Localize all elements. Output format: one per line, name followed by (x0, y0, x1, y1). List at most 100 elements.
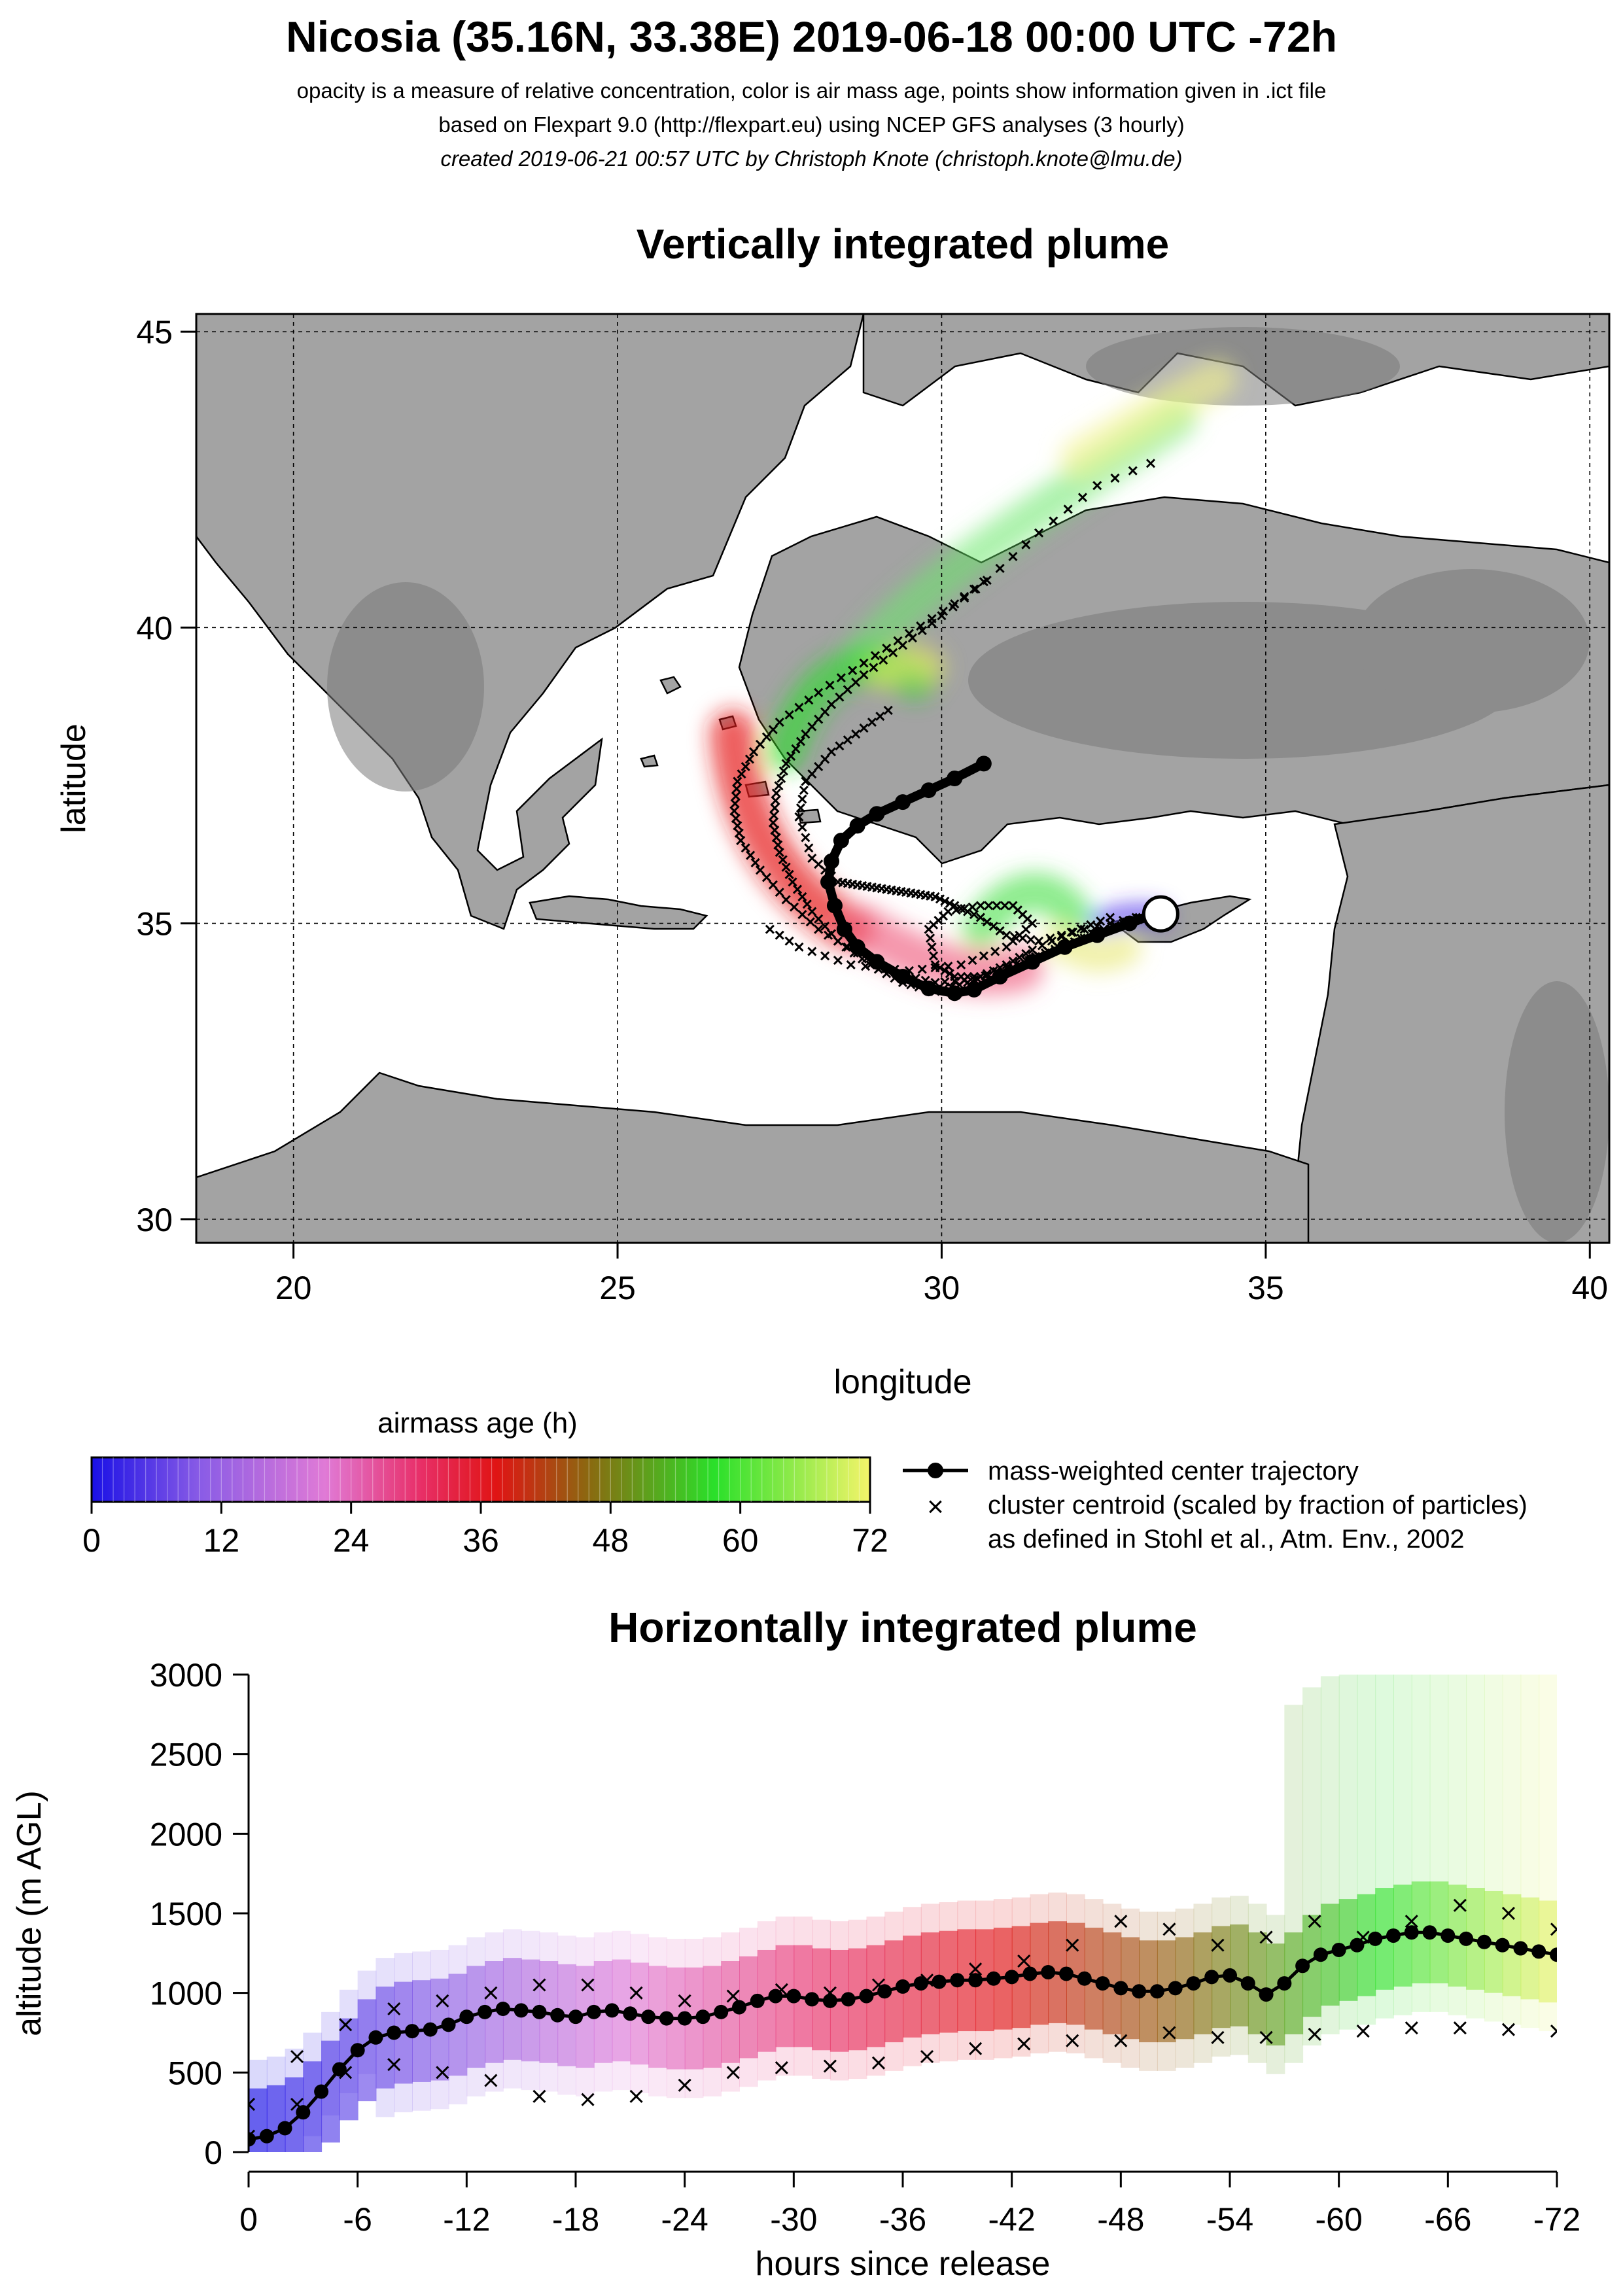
map-cluster-cross (883, 705, 893, 716)
altitude-trajectory-point (277, 2121, 292, 2136)
altitude-cluster-cross (1017, 1954, 1031, 1968)
map-cluster-cross (1049, 516, 1058, 526)
map-cluster-cross (789, 902, 799, 912)
altitude-x-tick-label: -30 (770, 2201, 817, 2238)
altitude-plume-field (249, 1675, 1557, 2152)
map-cluster-cross (733, 821, 742, 831)
map-cluster-cross (778, 855, 788, 865)
map-cluster-cross (943, 962, 953, 971)
altitude-cluster-cross (436, 1994, 449, 2008)
altitude-cluster-cross (387, 2058, 401, 2072)
map-cluster-cross (1063, 504, 1073, 514)
altitude-cluster-cross (1405, 2021, 1418, 2035)
map-cluster-cross (1128, 466, 1138, 476)
map-cluster-cross (801, 776, 811, 786)
altitude-trajectory-point (1295, 1958, 1310, 1974)
map-cluster-cross (1047, 936, 1056, 946)
map-x-tick-label: 35 (1248, 1270, 1284, 1306)
map-cluster-cross (1076, 924, 1086, 933)
map-cluster-cross (825, 680, 835, 690)
map-cluster-cross (769, 810, 779, 820)
legend-dot-swatch (928, 1463, 943, 1478)
map-cluster-cross (786, 752, 796, 761)
map-cluster-cross (875, 711, 885, 722)
map-cluster-cross (930, 963, 940, 973)
map-cluster-cross (927, 942, 937, 952)
subtitle-model-note: based on Flexpart 9.0 (http://flexpart.e… (438, 113, 1185, 137)
map-trajectory-point (966, 981, 982, 998)
altitude-cluster-cross (1405, 1915, 1418, 1928)
map-cluster-cross (797, 892, 807, 901)
map-x-axis-label: longitude (833, 1363, 971, 1401)
map-cluster-cross (734, 828, 744, 838)
map-cluster-cross (956, 960, 966, 969)
colorbar-tick-label: 36 (462, 1522, 499, 1559)
legend-cross-icon: × (927, 1491, 944, 1523)
altitude-x-tick-label: -60 (1316, 2201, 1363, 2238)
altitude-y-tick-label: 2000 (150, 1816, 222, 1852)
map-cluster-cross (814, 924, 824, 934)
map-cluster-cross (765, 924, 775, 934)
map-cluster-cross (1092, 481, 1102, 491)
map-cluster-cross (755, 739, 765, 750)
map-trajectory-point (869, 954, 885, 970)
colorbar: 0 12 24 36 48 60 72 (82, 1456, 888, 1559)
altitude-trajectory-point (986, 1971, 1001, 1986)
altitude-trajectory-point (913, 1976, 928, 1991)
map-panel (196, 314, 1609, 1243)
map-cluster-cross (859, 658, 869, 668)
altitude-cluster-cross (1259, 2030, 1273, 2044)
map-cluster-cross (814, 914, 824, 924)
map-cluster-cross (807, 907, 817, 916)
map-cluster-cross (804, 695, 814, 705)
map-frame (195, 313, 1611, 1244)
altitude-trajectory-point (1041, 1965, 1056, 1980)
map-trajectory-point (1121, 915, 1138, 931)
altitude-plot-area (249, 1675, 1557, 2152)
map-cluster-cross (968, 956, 977, 965)
map-grid (196, 314, 1609, 1243)
map-trajectory-point (824, 853, 840, 869)
map-cluster-cross (731, 813, 741, 824)
map-cluster-cross (770, 826, 780, 835)
altitude-trajectory-point (423, 2022, 438, 2037)
map-cluster-cross (814, 687, 824, 697)
map-cluster-cross (1026, 935, 1036, 945)
altitude-y-tick-label: 2500 (150, 1737, 222, 1773)
subtitle-opacity-note: opacity is a measure of relative concent… (296, 78, 1327, 103)
altitude-cluster-cross (726, 1989, 740, 2003)
map-cluster-cross (807, 769, 817, 779)
altitude-trajectory-point (1459, 1931, 1474, 1946)
altitude-trajectory-point (1240, 1976, 1255, 1991)
map-cluster-cross (1066, 928, 1076, 937)
map-cluster-cross (826, 699, 837, 710)
altitude-trajectory-point (1331, 1942, 1346, 1957)
map-cluster-cross (820, 754, 830, 764)
map-cluster-cross (846, 960, 856, 969)
altitude-trajectory-point (514, 2003, 529, 2018)
map-cluster-cross (1096, 916, 1106, 926)
colorbar-gradient (90, 1456, 871, 1503)
map-cluster-cross (940, 896, 950, 906)
map-cluster-cross (768, 880, 778, 890)
map-title: Vertically integrated plume (637, 220, 1170, 268)
map-cluster-cross (775, 888, 784, 897)
map-cluster-cross (820, 951, 830, 961)
altitude-trajectory-point (1077, 1971, 1092, 1986)
map-cluster-cross (784, 869, 794, 880)
map-cluster-cross (1002, 942, 1011, 952)
map-cluster-cross (771, 833, 781, 843)
legend-center-trajectory: mass-weighted center trajectory (988, 1457, 1359, 1486)
altitude-trajectory-point (859, 1989, 874, 2004)
altitude-trajectory-point (1350, 1938, 1365, 1953)
altitude-x-tick-label: 0 (239, 2201, 258, 2238)
altitude-trajectory-point (1186, 1976, 1201, 1991)
altitude-trajectory-point (550, 2008, 565, 2023)
map-trajectory-point (947, 985, 963, 1001)
altitude-trajectory-point (1113, 1981, 1128, 1996)
map-cluster-cross (1008, 551, 1018, 561)
altitude-y-tick-label: 1500 (150, 1896, 222, 1932)
map-cluster-cross (860, 962, 871, 971)
map-cluster-cross (741, 843, 750, 853)
map-trajectory-point (975, 756, 992, 772)
